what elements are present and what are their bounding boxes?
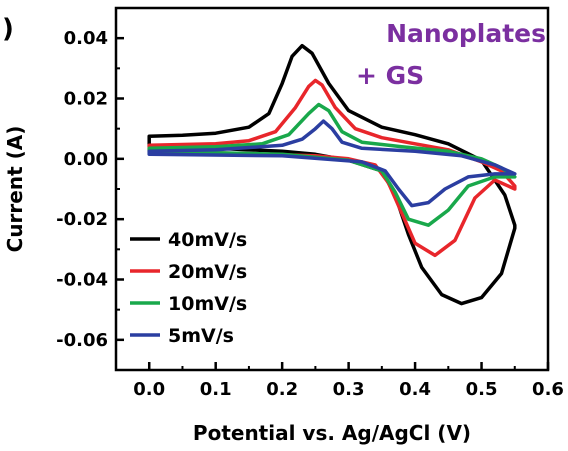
legend-label: 40mV/s xyxy=(168,229,247,251)
x-axis: 0.0 0.1 0.2 0.3 0.4 0.5 0.6 xyxy=(133,362,564,400)
x-tick-label: 0.4 xyxy=(399,379,431,400)
y-tick-label: -0.02 xyxy=(56,209,108,230)
series-line xyxy=(147,102,517,227)
sample-annotation: Nanoplates + GS xyxy=(356,19,546,90)
x-tick-label: 0.2 xyxy=(266,379,298,400)
legend-label: 5mV/s xyxy=(168,325,234,347)
x-tick-label: 0.0 xyxy=(133,379,165,400)
x-tick-label: 0.5 xyxy=(466,379,498,400)
y-tick-label: -0.06 xyxy=(56,330,108,351)
y-tick-label: 0.04 xyxy=(64,28,108,49)
annotation-line-2: + GS xyxy=(356,61,424,90)
x-axis-label: Potential vs. Ag/AgCl (V) xyxy=(193,421,471,445)
legend-label: 10mV/s xyxy=(168,293,247,315)
y-axis: 0.04 0.02 0.00 -0.02 -0.04 -0.06 xyxy=(56,28,124,371)
legend-label: 20mV/s xyxy=(168,261,247,283)
y-axis-label: Current (A) xyxy=(3,126,27,253)
legend: 40mV/s 20mV/s 10mV/s 5mV/s xyxy=(130,229,247,347)
panel-mark: ) xyxy=(2,14,14,44)
x-tick-label: 0.1 xyxy=(200,379,232,400)
y-tick-label: 0.00 xyxy=(64,149,108,170)
y-tick-label: -0.04 xyxy=(56,270,108,291)
plot-area xyxy=(147,43,517,306)
y-tick-label: 0.02 xyxy=(64,89,108,110)
x-tick-label: 0.6 xyxy=(532,379,564,400)
annotation-line-1: Nanoplates xyxy=(386,19,546,48)
x-tick-label: 0.3 xyxy=(333,379,365,400)
series-line xyxy=(147,119,517,208)
